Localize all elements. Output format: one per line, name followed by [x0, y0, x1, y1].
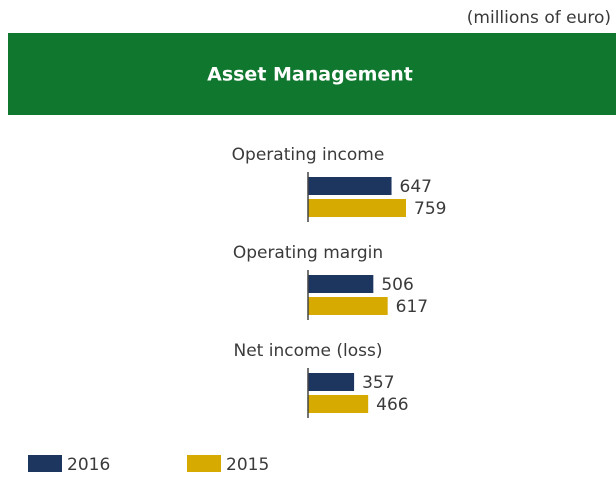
group-label: Net income (loss)	[233, 341, 382, 361]
value-label: 466	[376, 395, 408, 415]
bar	[308, 275, 374, 293]
value-label: 617	[396, 297, 428, 317]
bar	[308, 177, 392, 195]
value-label: 357	[362, 373, 394, 393]
legend-label: 2015	[226, 455, 269, 475]
bar	[308, 199, 406, 217]
value-label: 759	[414, 199, 446, 219]
unit-note: (millions of euro)	[467, 8, 611, 28]
bar	[308, 373, 355, 391]
legend-swatch	[187, 455, 221, 472]
chart-title: Asset Management	[207, 64, 413, 86]
group-label: Operating income	[232, 145, 385, 165]
legend-swatch	[28, 455, 62, 472]
bar	[308, 395, 369, 413]
value-label: 647	[400, 177, 432, 197]
value-label: 506	[381, 275, 413, 295]
title-band	[8, 33, 616, 115]
group-label: Operating margin	[233, 243, 383, 263]
legend-label: 2016	[67, 455, 110, 475]
bar	[308, 297, 388, 315]
